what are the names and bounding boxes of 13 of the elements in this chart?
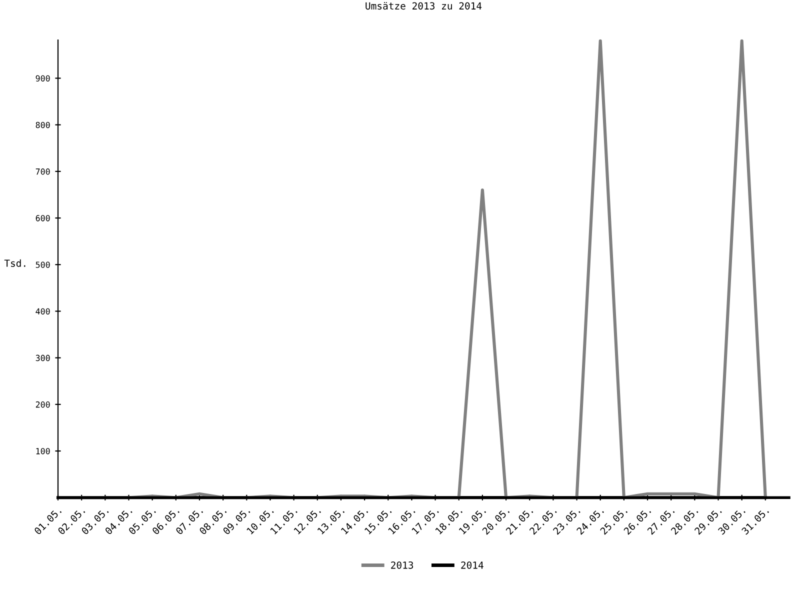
y-tick-label: 900 <box>36 75 50 82</box>
chart-title: Umsätze 2013 zu 2014 <box>366 2 482 10</box>
y-tick-label: 800 <box>36 122 50 128</box>
y-tick-label: 400 <box>36 308 50 315</box>
y-tick-label: 200 <box>36 401 50 408</box>
y-tick-label: 300 <box>36 354 50 362</box>
legend-label: 2013 <box>391 561 414 569</box>
y-tick-label: 100 <box>36 448 50 454</box>
y-tick-label: 600 <box>36 215 50 222</box>
y-axis-title: Tsd. <box>4 259 26 267</box>
y-tick-label: 500 <box>36 262 50 268</box>
y-tick-label: 700 <box>36 168 50 175</box>
legend-label: 2014 <box>461 561 484 569</box>
